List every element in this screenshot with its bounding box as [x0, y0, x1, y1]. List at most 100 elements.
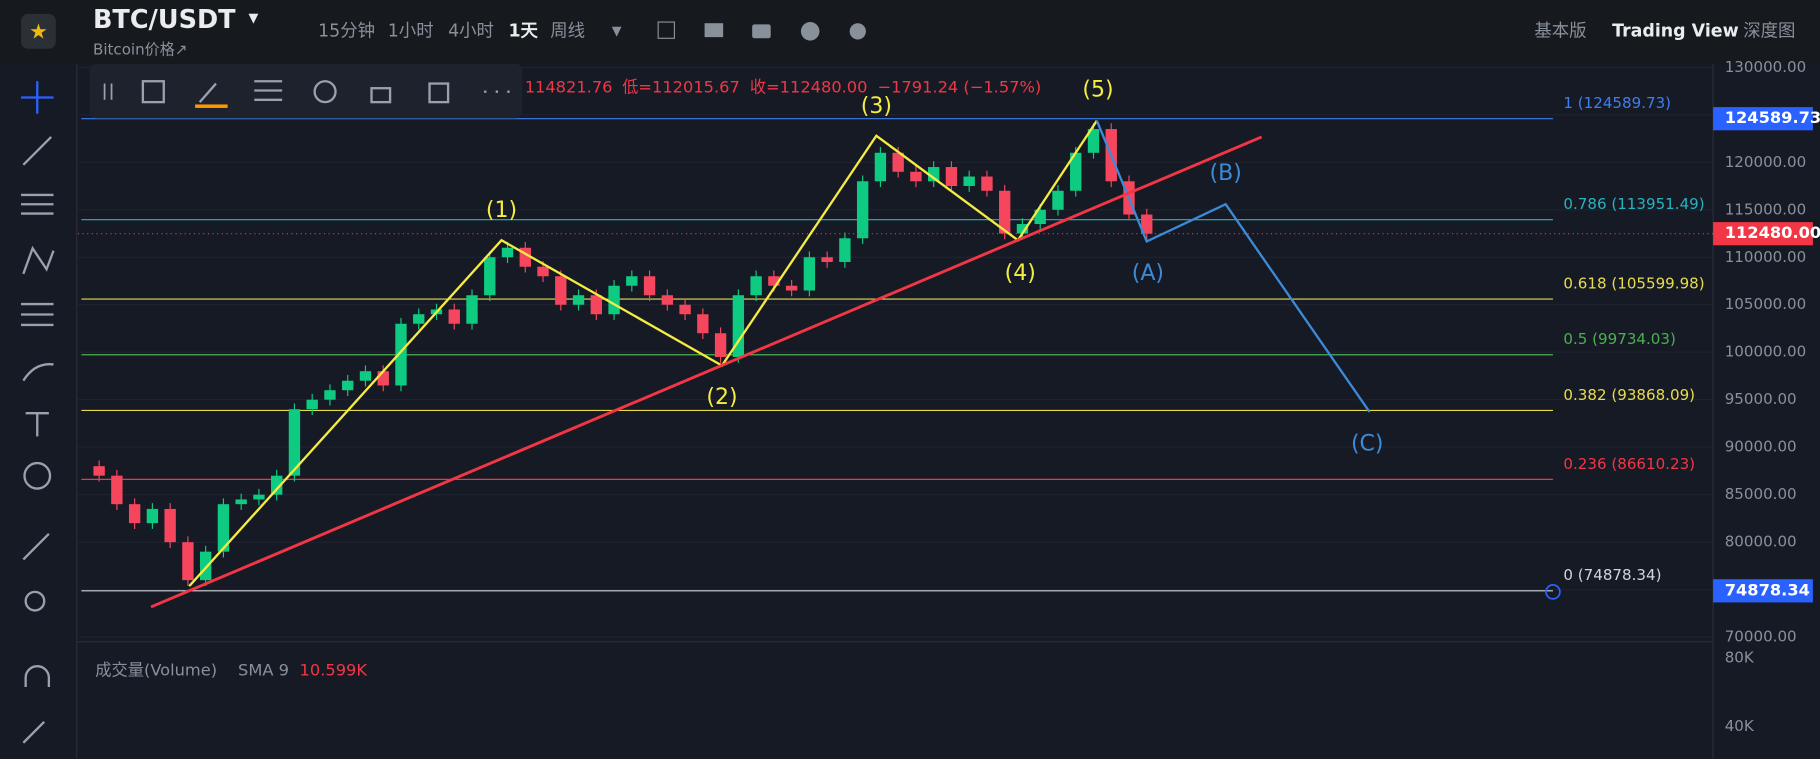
view-option-active[interactable]: Trading View [1612, 21, 1739, 41]
lock-tool[interactable] [22, 721, 46, 744]
candle [856, 181, 869, 239]
price-axis: 130000.00125000.00120000.00115000.001100… [1713, 58, 1820, 735]
y-tick-label: 130000.00 [1725, 58, 1807, 76]
text-tool[interactable] [25, 411, 49, 437]
candle [484, 257, 496, 296]
price-tag [1713, 222, 1813, 246]
drag-handle[interactable] [103, 83, 113, 100]
candle [537, 266, 549, 277]
add-button[interactable] [800, 22, 820, 41]
candle [519, 247, 531, 267]
fib-tool[interactable] [21, 302, 54, 327]
y-tick-label: 85000.00 [1725, 485, 1797, 503]
channel-tool[interactable] [21, 193, 54, 215]
color-button[interactable] [198, 82, 217, 103]
candle [732, 295, 745, 357]
candle [821, 257, 833, 263]
candle [199, 551, 212, 581]
candle [501, 247, 514, 258]
wave-label: (4) [1005, 261, 1036, 286]
screenshot-button[interactable] [752, 24, 771, 39]
ohlc-low: 低=112015.67 [622, 78, 740, 97]
candle [182, 542, 194, 581]
fib-label: 0 (74878.34) [1563, 566, 1661, 584]
favorite-button[interactable] [21, 13, 56, 49]
ruler-tool[interactable] [22, 533, 50, 561]
line-tool[interactable] [22, 136, 53, 166]
volume-tick-label: 40K [1725, 717, 1755, 735]
interval[interactable]: 1小时 [388, 21, 434, 41]
drawing-tools [21, 81, 55, 744]
wave-label: (A) [1132, 261, 1164, 286]
top-bar [0, 0, 1820, 64]
candle [839, 238, 851, 263]
candle [306, 399, 318, 410]
floating-toolbar [89, 63, 523, 119]
candle [785, 285, 798, 291]
ohlc-high: 114821.76 [525, 78, 613, 97]
symbol[interactable]: BTC/USDT [93, 5, 236, 35]
candle [1141, 214, 1153, 234]
pattern-tool[interactable] [22, 245, 55, 275]
volume-value: 10.599K [300, 660, 368, 679]
y-tick-label: 95000.00 [1725, 390, 1797, 408]
interval[interactable]: 周线 [550, 21, 585, 41]
wave-label: (2) [706, 385, 737, 410]
interval[interactable]: 15分钟 [318, 21, 375, 41]
candle [1087, 129, 1100, 153]
indicator-button[interactable] [657, 21, 675, 39]
interval-active[interactable]: 1天 [508, 21, 538, 41]
candle-type-button[interactable] [704, 23, 724, 38]
y-tick-label: 80000.00 [1725, 533, 1797, 551]
chart-tools [657, 21, 866, 41]
trend-line [150, 135, 1263, 609]
template-button[interactable] [141, 80, 165, 104]
more-intervals[interactable]: ▼ [612, 24, 622, 39]
ohlc-close: 收=112480.00 [750, 78, 868, 97]
left-toolbar [0, 63, 77, 759]
fib-label: 0.618 (105599.98) [1563, 274, 1704, 292]
wave-label: (5) [1082, 78, 1113, 103]
candle [803, 257, 816, 291]
candle [750, 276, 762, 296]
candle [608, 285, 620, 315]
wave-labels: (1) (2) (3) (4) (5) (A) (B) (C) [486, 78, 1384, 457]
delete-button[interactable] [428, 82, 450, 104]
candle [555, 276, 567, 305]
candle [359, 371, 372, 381]
candle [927, 167, 940, 182]
candle [146, 508, 159, 524]
settings-button[interactable] [849, 23, 866, 40]
emoji-tool[interactable] [23, 461, 52, 490]
y-tick-label: 105000.00 [1725, 295, 1807, 313]
star-icon: ★ [29, 19, 48, 43]
interval[interactable]: 4小时 [448, 21, 494, 41]
line-style-button[interactable] [254, 80, 283, 101]
subtitle[interactable]: Bitcoin价格↗ [93, 40, 187, 58]
candle [1052, 190, 1064, 210]
magnet-tool[interactable] [24, 665, 51, 688]
crosshair-tool[interactable] [21, 81, 54, 114]
candle [93, 466, 105, 476]
brush-tool[interactable] [22, 363, 54, 382]
view-option[interactable]: 基本版 [1534, 21, 1586, 41]
ohlc-change: −1791.24 (−1.57%) [878, 78, 1042, 97]
y-tick-label: 115000.00 [1725, 200, 1807, 218]
lock-button[interactable] [370, 87, 392, 104]
candle [910, 171, 922, 182]
symbol-dropdown[interactable]: ▼ [248, 11, 258, 26]
view-option[interactable]: 深度图 [1743, 21, 1795, 41]
volume-title: 成交量(Volume) [95, 660, 217, 679]
zoom-tool[interactable] [24, 590, 46, 612]
candle [1016, 224, 1029, 234]
candle [768, 276, 780, 286]
elliott-wave [188, 120, 1098, 587]
candle [448, 309, 460, 324]
color-indicator [195, 104, 228, 108]
handle[interactable] [1545, 584, 1561, 600]
candle [945, 167, 958, 187]
settings-button[interactable] [313, 80, 337, 104]
candle [271, 475, 283, 495]
